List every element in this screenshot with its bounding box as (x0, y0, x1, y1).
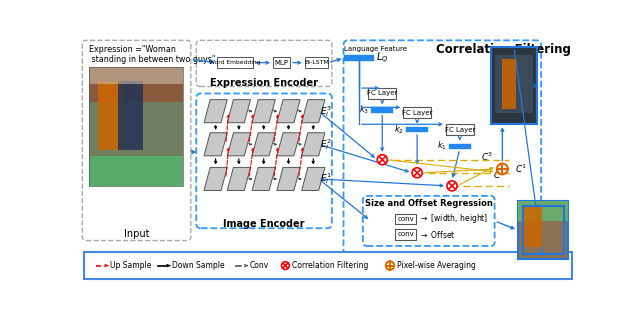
Circle shape (377, 155, 387, 165)
Text: Language Feature: Language Feature (344, 46, 406, 52)
Bar (495, 55, 533, 113)
Bar (118, 81, 143, 150)
Polygon shape (277, 133, 300, 156)
Text: $E_I^1$: $E_I^1$ (320, 171, 332, 186)
Bar (491, 47, 537, 124)
Text: $k_1$: $k_1$ (436, 140, 447, 152)
Text: conv: conv (397, 231, 414, 237)
Polygon shape (277, 167, 300, 191)
Text: MLP: MLP (275, 60, 289, 66)
Bar (88, 67, 183, 84)
Text: $C^2$: $C^2$ (493, 168, 506, 180)
Bar (449, 144, 470, 149)
Bar (273, 57, 290, 68)
Bar (98, 81, 124, 150)
Text: Correlation Filtering: Correlation Filtering (436, 43, 572, 56)
Polygon shape (277, 100, 300, 123)
Bar (518, 201, 568, 259)
Circle shape (386, 261, 394, 270)
Text: FC Layer: FC Layer (367, 90, 397, 96)
Text: conv: conv (397, 216, 414, 222)
Polygon shape (252, 167, 275, 191)
Bar (524, 207, 541, 248)
Bar (368, 88, 396, 99)
Text: Input: Input (124, 230, 149, 239)
Text: FC Layer: FC Layer (445, 127, 475, 133)
Polygon shape (301, 133, 325, 156)
Text: FC Layer: FC Layer (402, 110, 432, 116)
Circle shape (282, 262, 289, 269)
Bar (446, 124, 474, 135)
Text: $L_Q$: $L_Q$ (376, 50, 388, 66)
Text: Correlation Filtering: Correlation Filtering (292, 261, 368, 270)
Polygon shape (252, 100, 275, 123)
Bar (518, 201, 568, 222)
Text: $\rightarrow$ Offset: $\rightarrow$ Offset (419, 229, 456, 240)
Text: $E_I^3$: $E_I^3$ (320, 104, 332, 119)
Text: Word Embedding: Word Embedding (209, 60, 261, 65)
Circle shape (497, 164, 508, 174)
Polygon shape (227, 133, 250, 156)
Circle shape (412, 168, 422, 178)
Bar (403, 107, 431, 118)
Polygon shape (301, 167, 325, 191)
Text: Expression Encoder: Expression Encoder (210, 78, 318, 88)
Text: Expression ="Woman
 standing in between two guys": Expression ="Woman standing in between t… (88, 45, 215, 64)
Bar (344, 55, 374, 61)
Bar (406, 126, 428, 132)
Polygon shape (204, 167, 227, 191)
Text: Size and Offset Regression: Size and Offset Regression (365, 199, 493, 208)
Text: Down Sample: Down Sample (172, 261, 225, 270)
Text: $C^1$: $C^1$ (515, 163, 527, 175)
Bar (502, 59, 516, 109)
Bar (522, 206, 564, 255)
Bar (395, 214, 417, 224)
Polygon shape (204, 133, 227, 156)
Bar (88, 67, 183, 102)
Text: $C^3$: $C^3$ (481, 151, 493, 163)
Text: $k_3$: $k_3$ (359, 104, 369, 116)
Text: $k_2$: $k_2$ (394, 123, 404, 136)
Bar (88, 67, 183, 186)
Bar (84, 252, 572, 279)
Polygon shape (301, 100, 325, 123)
Text: Image Encoder: Image Encoder (223, 219, 305, 229)
Bar (305, 57, 328, 68)
Polygon shape (204, 100, 227, 123)
Text: $\rightarrow$ [width, height]: $\rightarrow$ [width, height] (419, 212, 489, 225)
Polygon shape (252, 133, 275, 156)
Polygon shape (227, 100, 250, 123)
Bar (371, 107, 393, 113)
Text: $E_I^2$: $E_I^2$ (320, 137, 332, 152)
Bar (88, 156, 183, 186)
Text: Pixel-wise Averaging: Pixel-wise Averaging (397, 261, 476, 270)
Bar (217, 57, 253, 68)
Text: Up Sample: Up Sample (110, 261, 152, 270)
Circle shape (447, 181, 457, 191)
Text: Conv: Conv (250, 261, 269, 270)
Text: Bi-LSTM: Bi-LSTM (304, 60, 329, 65)
Bar (395, 229, 417, 240)
Bar (88, 102, 183, 156)
Polygon shape (227, 167, 250, 191)
